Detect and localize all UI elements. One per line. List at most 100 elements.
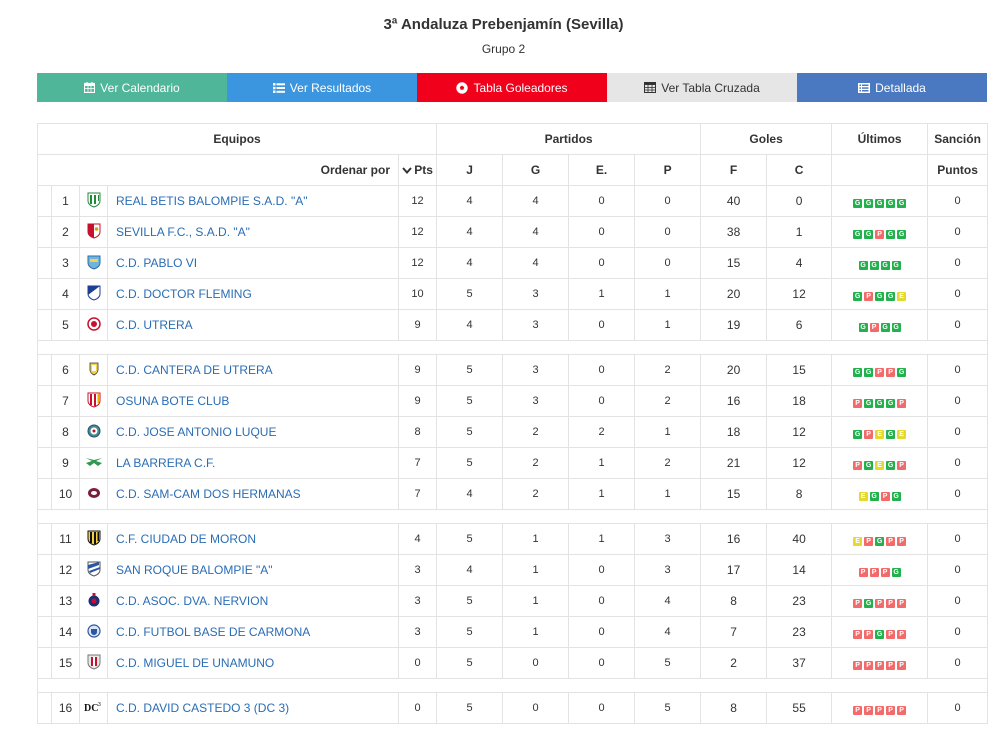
result-badge: P — [875, 661, 885, 670]
team-name-link[interactable]: SAN ROQUE BALOMPIE "A" — [107, 554, 399, 586]
team-name-link[interactable]: C.F. CIUDAD DE MORON — [107, 523, 399, 555]
result-badge: P — [853, 706, 863, 715]
team-shield-cell — [79, 585, 108, 617]
result-badge: P — [853, 661, 863, 670]
result-badge: P — [897, 706, 907, 715]
team-name-link[interactable]: REAL BETIS BALOMPIE S.A.D. "A" — [107, 185, 399, 217]
team-shield-icon — [87, 223, 101, 242]
row-marker-cell — [37, 185, 52, 217]
team-name-link[interactable]: C.D. MIGUEL DE UNAMUNO — [107, 647, 399, 679]
goals-against-cell: 6 — [766, 309, 833, 341]
table-row: 7 OSUNA BOTE CLUB 9 5 3 0 2 16 18 P G G G P 0 — [37, 385, 989, 417]
goals-against-cell: 14 — [766, 554, 833, 586]
team-shield-cell — [79, 647, 108, 679]
cross-table-button-label: Ver Tabla Cruzada — [661, 80, 760, 95]
team-name-link[interactable]: C.D. JOSE ANTONIO LUQUE — [107, 416, 399, 448]
result-badge: G — [891, 323, 901, 332]
goals-against-cell: 1 — [766, 216, 833, 248]
team-name-link[interactable]: LA BARRERA C.F. — [107, 447, 399, 479]
drawn-cell: 0 — [568, 554, 636, 586]
points-cell: 12 — [397, 216, 438, 248]
cross-table-button[interactable]: Ver Tabla Cruzada — [607, 73, 797, 102]
row-marker-cell — [37, 523, 52, 555]
result-badge: P — [853, 630, 863, 639]
result-badge: P — [869, 323, 879, 332]
result-badge: G — [875, 399, 885, 408]
result-badge: P — [897, 399, 907, 408]
won-cell: 1 — [502, 523, 570, 555]
results-button[interactable]: Ver Resultados — [227, 73, 417, 102]
calendar-button[interactable]: Ver Calendario — [37, 73, 227, 102]
result-badge: G — [880, 261, 890, 270]
team-shield-cell — [79, 616, 108, 648]
goals-for-cell: 21 — [700, 447, 768, 479]
position-cell: 9 — [51, 447, 80, 479]
team-name-link[interactable]: C.D. FUTBOL BASE DE CARMONA — [107, 616, 399, 648]
goals-for-cell: 16 — [700, 523, 768, 555]
detailed-button-label: Detallada — [875, 80, 926, 95]
result-badge: P — [864, 706, 874, 715]
scorers-button[interactable]: Tabla Goleadores — [417, 73, 607, 102]
team-name-link[interactable]: C.D. DAVID CASTEDO 3 (DC 3) — [107, 692, 399, 724]
team-shield-icon — [87, 192, 101, 211]
team-name-link[interactable]: C.D. SAM-CAM DOS HERMANAS — [107, 478, 399, 510]
drawn-cell: 0 — [568, 354, 636, 386]
sanction-points-cell: 0 — [927, 216, 989, 248]
points-cell: 9 — [397, 354, 438, 386]
result-badge: P — [886, 537, 896, 546]
lost-cell: 5 — [634, 692, 702, 724]
goals-against-cell: 40 — [766, 523, 833, 555]
lost-cell: 3 — [634, 523, 702, 555]
played-cell: 4 — [436, 216, 504, 248]
result-badge: P — [853, 599, 863, 608]
team-name-link[interactable]: OSUNA BOTE CLUB — [107, 385, 399, 417]
team-name-link[interactable]: C.D. UTRERA — [107, 309, 399, 341]
sanction-points-cell: 0 — [927, 647, 989, 679]
view-buttons-bar: Ver Calendario Ver Resultados Tabla Gole… — [37, 73, 987, 102]
result-badge: G — [864, 399, 874, 408]
lost-cell: 2 — [634, 447, 702, 479]
played-cell: 5 — [436, 585, 504, 617]
sanction-points-cell: 0 — [927, 309, 989, 341]
lost-cell: 1 — [634, 478, 702, 510]
played-cell: 5 — [436, 385, 504, 417]
team-name-link[interactable]: C.D. DOCTOR FLEMING — [107, 278, 399, 310]
goals-against-cell: 12 — [766, 447, 833, 479]
result-badge: G — [858, 323, 868, 332]
team-name-link[interactable]: SEVILLA F.C., S.A.D. "A" — [107, 216, 399, 248]
team-name-link[interactable]: C.D. PABLO VI — [107, 247, 399, 279]
goals-for-cell: 8 — [700, 585, 768, 617]
sort-pts-header[interactable]: Pts — [397, 154, 438, 186]
team-shield-cell — [79, 523, 108, 555]
partidos-header: Partidos — [436, 123, 702, 155]
row-marker-cell — [37, 554, 52, 586]
result-badge: P — [853, 461, 863, 470]
team-shield-icon — [87, 561, 101, 580]
team-name-link[interactable]: C.D. ASOC. DVA. NERVION — [107, 585, 399, 617]
row-marker-cell — [37, 385, 52, 417]
team-shield-icon — [87, 285, 101, 304]
result-badge: P — [886, 368, 896, 377]
won-cell: 3 — [502, 309, 570, 341]
position-cell: 10 — [51, 478, 80, 510]
detailed-button[interactable]: Detallada — [797, 73, 987, 102]
won-cell: 4 — [502, 185, 570, 217]
lost-cell: 5 — [634, 647, 702, 679]
lost-cell: 0 — [634, 185, 702, 217]
goals-against-cell: 12 — [766, 278, 833, 310]
team-name-link[interactable]: C.D. CANTERA DE UTRERA — [107, 354, 399, 386]
result-badge: G — [864, 461, 874, 470]
won-cell: 2 — [502, 478, 570, 510]
result-badge: G — [853, 230, 863, 239]
played-cell: 4 — [436, 478, 504, 510]
won-cell: 0 — [502, 692, 570, 724]
team-shield-cell — [79, 216, 108, 248]
goals-for-cell: 15 — [700, 478, 768, 510]
goals-for-cell: 20 — [700, 354, 768, 386]
